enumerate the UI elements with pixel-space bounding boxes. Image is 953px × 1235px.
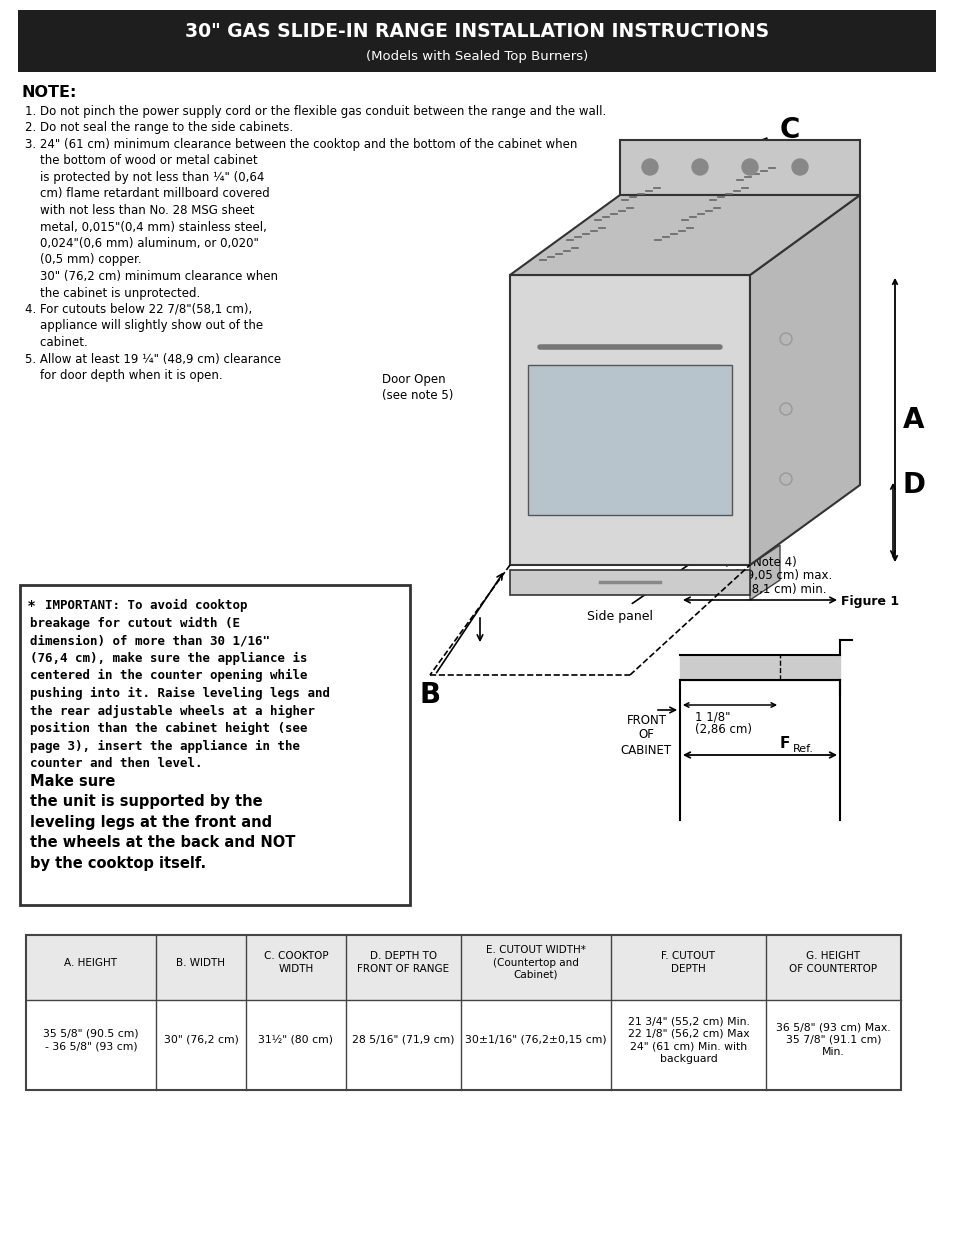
Text: B: B xyxy=(419,680,440,709)
Text: cm) flame retardant millboard covered: cm) flame retardant millboard covered xyxy=(25,188,270,200)
Text: A. HEIGHT: A. HEIGHT xyxy=(65,957,117,967)
Text: (0,5 mm) copper.: (0,5 mm) copper. xyxy=(25,253,141,267)
Text: 1. Do not pinch the power supply cord or the flexible gas conduit between the ra: 1. Do not pinch the power supply cord or… xyxy=(25,105,605,119)
Text: 22 7/8" (58,1 cm) min.: 22 7/8" (58,1 cm) min. xyxy=(693,582,826,595)
Text: D: D xyxy=(902,471,925,499)
Polygon shape xyxy=(619,140,859,195)
Text: 30" (76,2 cm) minimum clearance when: 30" (76,2 cm) minimum clearance when xyxy=(25,270,277,283)
Text: (see note 5): (see note 5) xyxy=(381,389,453,403)
Polygon shape xyxy=(749,195,859,564)
Text: the bottom of wood or metal cabinet: the bottom of wood or metal cabinet xyxy=(25,154,257,168)
Text: (see Note 4): (see Note 4) xyxy=(723,556,796,569)
Text: Make sure
the unit is supported by the
leveling legs at the front and
the wheels: Make sure the unit is supported by the l… xyxy=(30,774,295,871)
Text: D. DEPTH TO
FRONT OF RANGE: D. DEPTH TO FRONT OF RANGE xyxy=(357,951,449,973)
Text: 2. Do not seal the range to the side cabinets.: 2. Do not seal the range to the side cab… xyxy=(25,121,293,135)
Text: B. WIDTH: B. WIDTH xyxy=(176,957,225,967)
Text: cabinet.: cabinet. xyxy=(25,336,88,350)
Text: G. HEIGHT
OF COUNTERTOP: G. HEIGHT OF COUNTERTOP xyxy=(789,951,877,973)
Text: 0,024"(0,6 mm) aluminum, or 0,020": 0,024"(0,6 mm) aluminum, or 0,020" xyxy=(25,237,258,249)
Circle shape xyxy=(741,159,758,175)
Text: the cabinet is unprotected.: the cabinet is unprotected. xyxy=(25,287,200,300)
Text: A: A xyxy=(902,406,923,433)
Text: Door Open: Door Open xyxy=(381,373,445,387)
Text: with not less than No. 28 MSG sheet: with not less than No. 28 MSG sheet xyxy=(25,204,254,217)
Bar xyxy=(527,366,731,515)
Text: C. COOKTOP
WIDTH: C. COOKTOP WIDTH xyxy=(263,951,328,973)
Bar xyxy=(510,571,749,595)
Bar xyxy=(510,275,749,564)
Text: 3. 24" (61 cm) minimum clearance between the cooktop and the bottom of the cabin: 3. 24" (61 cm) minimum clearance between… xyxy=(25,138,577,151)
Text: 28 5/16" (71,9 cm): 28 5/16" (71,9 cm) xyxy=(352,1035,455,1045)
Circle shape xyxy=(691,159,707,175)
Text: metal, 0,015"(0,4 mm) stainless steel,: metal, 0,015"(0,4 mm) stainless steel, xyxy=(25,221,267,233)
Text: 5. Allow at least 19 ¼" (48,9 cm) clearance: 5. Allow at least 19 ¼" (48,9 cm) cleara… xyxy=(25,352,281,366)
Text: appliance will slightly show out of the: appliance will slightly show out of the xyxy=(25,320,263,332)
Text: is protected by not less than ¼" (0,64: is protected by not less than ¼" (0,64 xyxy=(25,170,264,184)
Text: F: F xyxy=(780,736,789,751)
Text: Side panel: Side panel xyxy=(586,610,652,622)
Text: 35 5/8" (90.5 cm)
- 36 5/8" (93 cm): 35 5/8" (90.5 cm) - 36 5/8" (93 cm) xyxy=(43,1029,139,1051)
Text: E. CUTOUT WIDTH*
(Countertop and
Cabinet): E. CUTOUT WIDTH* (Countertop and Cabinet… xyxy=(485,945,585,979)
Text: 1 1/8": 1 1/8" xyxy=(695,710,730,722)
Text: for door depth when it is open.: for door depth when it is open. xyxy=(25,369,222,382)
Text: NOTE:: NOTE: xyxy=(22,85,77,100)
Text: 36 5/8" (93 cm) Max.
35 7/8" (91.1 cm)
Min.: 36 5/8" (93 cm) Max. 35 7/8" (91.1 cm) M… xyxy=(776,1023,890,1057)
Bar xyxy=(26,1000,900,1091)
Text: 4. For cutouts below 22 7/8"(58,1 cm),: 4. For cutouts below 22 7/8"(58,1 cm), xyxy=(25,303,252,316)
Text: *: * xyxy=(28,599,35,613)
Polygon shape xyxy=(510,195,859,275)
Text: Ref.: Ref. xyxy=(792,743,813,755)
Circle shape xyxy=(791,159,807,175)
Bar xyxy=(26,935,900,1091)
Text: FRONT
OF
CABINET: FRONT OF CABINET xyxy=(620,714,671,757)
Text: F. CUTOUT
DEPTH: F. CUTOUT DEPTH xyxy=(660,951,715,973)
Text: 30±1/16" (76,2±0,15 cm): 30±1/16" (76,2±0,15 cm) xyxy=(465,1035,606,1045)
Text: 2: 2 xyxy=(472,1042,481,1057)
Polygon shape xyxy=(749,545,780,600)
Bar xyxy=(18,10,935,72)
Text: 30" GAS SLIDE-IN RANGE INSTALLATION INSTRUCTIONS: 30" GAS SLIDE-IN RANGE INSTALLATION INST… xyxy=(185,22,768,41)
Text: IMPORTANT: To avoid cooktop
breakage for cutout width (E
dimension) of more than: IMPORTANT: To avoid cooktop breakage for… xyxy=(30,599,330,771)
Text: Figure 1: Figure 1 xyxy=(840,595,898,608)
Text: 21 3/4" (55,2 cm) Min.
22 1/8" (56,2 cm) Max
24" (61 cm) Min. with
backguard: 21 3/4" (55,2 cm) Min. 22 1/8" (56,2 cm)… xyxy=(627,1016,749,1063)
Text: 23 1/4" (59,05 cm) max.: 23 1/4" (59,05 cm) max. xyxy=(687,569,831,582)
Text: C: C xyxy=(780,116,800,144)
Circle shape xyxy=(641,159,658,175)
Bar xyxy=(26,935,900,1000)
Bar xyxy=(20,585,410,905)
Text: (Models with Sealed Top Burners): (Models with Sealed Top Burners) xyxy=(366,49,587,63)
Text: (2,86 cm): (2,86 cm) xyxy=(695,722,751,736)
Text: 31½" (80 cm): 31½" (80 cm) xyxy=(258,1035,334,1045)
Text: 30" (76,2 cm): 30" (76,2 cm) xyxy=(163,1035,238,1045)
